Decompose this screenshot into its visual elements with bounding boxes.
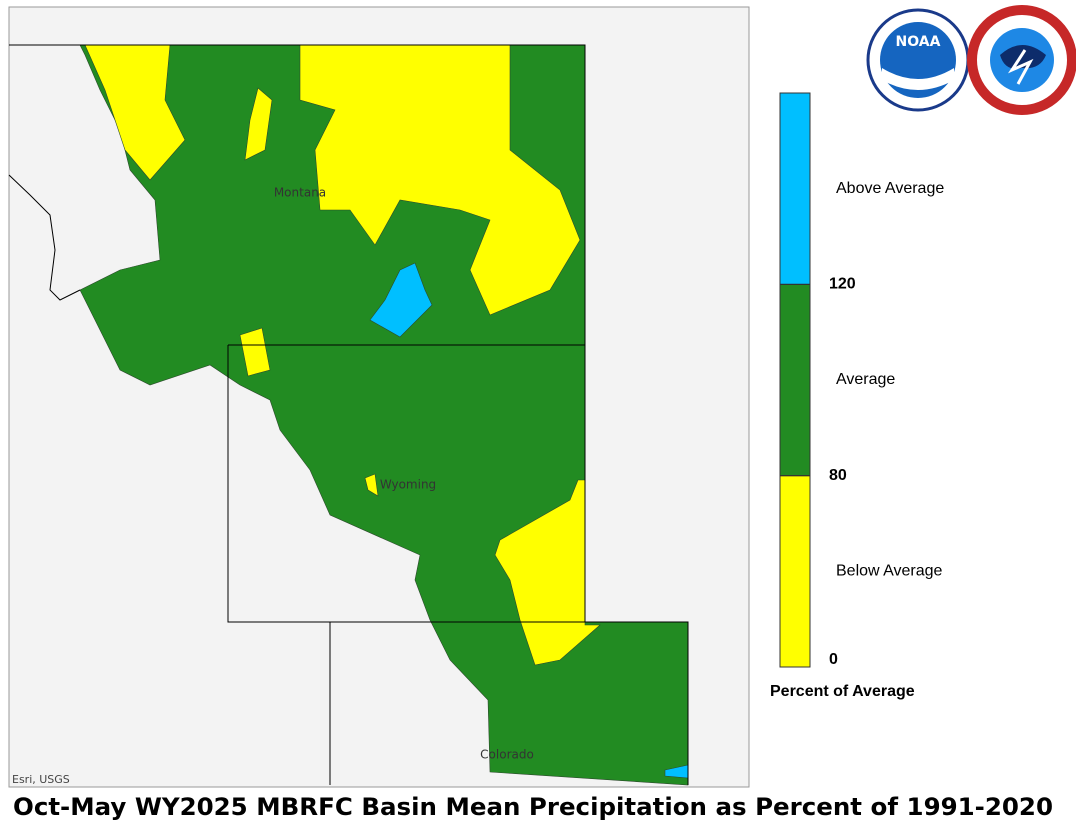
legend-swatch [779,92,811,285]
legend-break: 80 [829,467,847,484]
state-label: Wyoming [380,478,436,492]
basin-region [239,327,271,377]
state-line [329,621,689,785]
legend-title: Percent of Average [770,683,915,700]
map-basins [79,44,689,786]
noaa-logo-wave [882,68,954,90]
state-line [8,174,81,301]
nws-logo-bolt [1007,49,1034,85]
legend-break: 0 [829,651,838,668]
state-line [9,44,586,345]
legend-label: Average [836,371,895,388]
basin-region [494,479,601,666]
basin-region [299,44,581,316]
state-lines [8,44,689,785]
state-label: Montana [274,186,326,200]
legend: Below Average Average Above Average 0 80 120 [779,92,944,668]
legend-label: Above Average [836,180,944,197]
logos: NOAA [866,5,1076,115]
basin-region [84,44,186,181]
legend-break: 120 [829,276,856,293]
basin-region [364,473,379,497]
legend-label: Below Average [836,563,943,580]
state-label: Colorado [480,748,534,762]
legend-swatch [779,475,811,668]
attribution: Esri, USGS [12,773,70,786]
basin-region [244,87,273,161]
basin-region [369,262,433,338]
nws-logo-cloud [1000,45,1046,69]
map-title: Oct-May WY2025 MBRFC Basin Mean Precipit… [13,793,1053,821]
legend-swatch [779,283,811,477]
noaa-logo-text: NOAA [896,34,941,50]
